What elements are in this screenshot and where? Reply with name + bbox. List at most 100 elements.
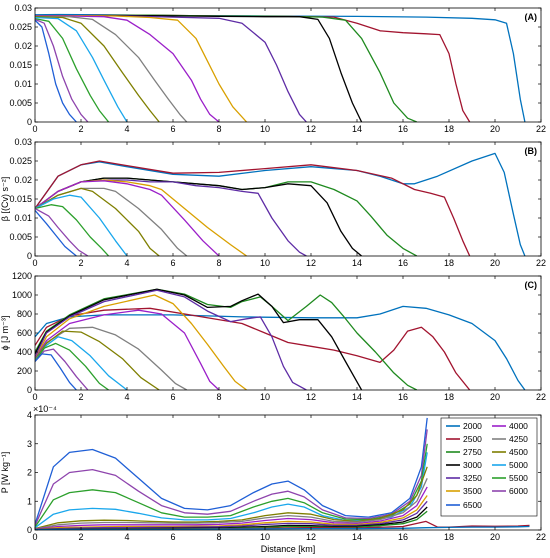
y-tick-label: 1000 <box>12 290 32 300</box>
y-tick-label: 4 <box>27 410 32 420</box>
x-tick-label: 4 <box>124 392 129 402</box>
x-tick-label: 22 <box>536 124 546 134</box>
x-tick-label: 16 <box>398 258 408 268</box>
y-tick-label: 0.015 <box>9 194 32 204</box>
series-line-4250 <box>35 15 188 122</box>
x-tick-label: 16 <box>398 392 408 402</box>
y-tick-label: 1200 <box>12 271 32 281</box>
series-line-5500 <box>35 17 110 122</box>
x-tick-label: 18 <box>444 258 454 268</box>
series-line-4500 <box>35 16 160 122</box>
series-line-3500 <box>35 294 247 390</box>
series-line-3250 <box>35 289 307 390</box>
x-tick-label: 0 <box>32 392 37 402</box>
x-tick-label: 22 <box>536 532 546 542</box>
x-tick-label: 2 <box>78 258 83 268</box>
series-line-6000 <box>35 348 89 390</box>
y-tick-label: 0 <box>27 117 32 127</box>
panel-label: (B) <box>525 146 538 156</box>
y-tick-label: 0.025 <box>9 22 32 32</box>
x-tick-label: 10 <box>260 392 270 402</box>
x-tick-label: 18 <box>444 532 454 542</box>
series-line-3500 <box>35 14 248 122</box>
y-tick-label: 0.015 <box>9 60 32 70</box>
y-tick-label: 0.03 <box>14 3 32 13</box>
x-tick-label: 20 <box>490 258 500 268</box>
x-tick-label: 18 <box>444 392 454 402</box>
x-tick-label: 0 <box>32 124 37 134</box>
legend-entry-3250: 3250 <box>463 473 482 483</box>
y-tick-label: 0 <box>27 525 32 535</box>
y-tick-label: 800 <box>17 309 32 319</box>
series-line-4000 <box>35 180 220 256</box>
plot-area <box>35 142 541 256</box>
series-line-5500 <box>35 342 109 390</box>
x-tick-label: 16 <box>398 124 408 134</box>
x-tick-label: 10 <box>260 258 270 268</box>
x-tick-label: 22 <box>536 258 546 268</box>
series-line-5500 <box>35 204 110 256</box>
plot-area <box>35 8 541 122</box>
x-tick-label: 2 <box>78 532 83 542</box>
series-line-6500 <box>35 417 428 525</box>
y-tick-label: 400 <box>17 347 32 357</box>
x-tick-label: 2 <box>78 392 83 402</box>
x-tick-label: 6 <box>170 258 175 268</box>
y-tick-label: 200 <box>17 366 32 376</box>
series-line-3500 <box>35 495 428 530</box>
series-line-3000 <box>35 288 363 390</box>
y-tick-label: 0.01 <box>14 213 32 223</box>
x-tick-label: 6 <box>170 124 175 134</box>
series-line-5000 <box>35 194 128 256</box>
series-line-2500 <box>35 160 471 256</box>
x-tick-label: 10 <box>260 124 270 134</box>
x-tick-label: 0 <box>32 258 37 268</box>
x-tick-label: 12 <box>306 124 316 134</box>
x-tick-label: 20 <box>490 392 500 402</box>
legend-entry-6000: 6000 <box>509 486 528 496</box>
x-tick-label: 14 <box>352 532 362 542</box>
legend-entry-3000: 3000 <box>463 460 482 470</box>
series-line-5000 <box>35 16 128 122</box>
panel-label: (C) <box>525 280 538 290</box>
x-tick-label: 4 <box>124 258 129 268</box>
legend-entry-2750: 2750 <box>463 447 482 457</box>
y-tick-label: 0.005 <box>9 232 32 242</box>
y-tick-label: 0.03 <box>14 137 32 147</box>
y-tick-label: 1 <box>27 496 32 506</box>
series-line-6000 <box>35 429 428 526</box>
x-tick-label: 2 <box>78 124 83 134</box>
legend-entry-3500: 3500 <box>463 486 482 496</box>
y-multiplier: ×10⁻⁴ <box>33 404 57 414</box>
series-line-4500 <box>35 330 160 390</box>
y-axis-label: P [W kg⁻¹] <box>0 452 10 494</box>
x-tick-label: 20 <box>490 124 500 134</box>
legend-entry-4250: 4250 <box>509 434 528 444</box>
x-tick-label: 6 <box>170 532 175 542</box>
legend-entry-2000: 2000 <box>463 421 482 431</box>
series-group <box>35 288 526 390</box>
series-group <box>35 152 526 256</box>
y-tick-label: 0 <box>27 251 32 261</box>
y-tick-label: 3 <box>27 439 32 449</box>
series-line-4500 <box>35 187 160 256</box>
series-line-6500 <box>35 209 77 256</box>
x-tick-label: 14 <box>352 392 362 402</box>
x-tick-label: 0 <box>32 532 37 542</box>
y-tick-label: 2 <box>27 468 32 478</box>
series-line-2500 <box>35 307 471 390</box>
x-tick-label: 4 <box>124 532 129 542</box>
y-tick-label: 0 <box>27 385 32 395</box>
legend-entry-4500: 4500 <box>509 447 528 457</box>
y-axis-label: ϕ [J m⁻³] <box>0 316 10 351</box>
series-line-4500 <box>35 466 428 530</box>
x-tick-label: 22 <box>536 392 546 402</box>
series-line-4000 <box>35 15 220 122</box>
series-line-6000 <box>35 207 89 256</box>
series-line-5000 <box>35 336 128 390</box>
x-tick-label: 4 <box>124 124 129 134</box>
legend-entry-4000: 4000 <box>509 421 528 431</box>
x-tick-label: 8 <box>216 258 221 268</box>
series-line-4250 <box>35 478 428 530</box>
